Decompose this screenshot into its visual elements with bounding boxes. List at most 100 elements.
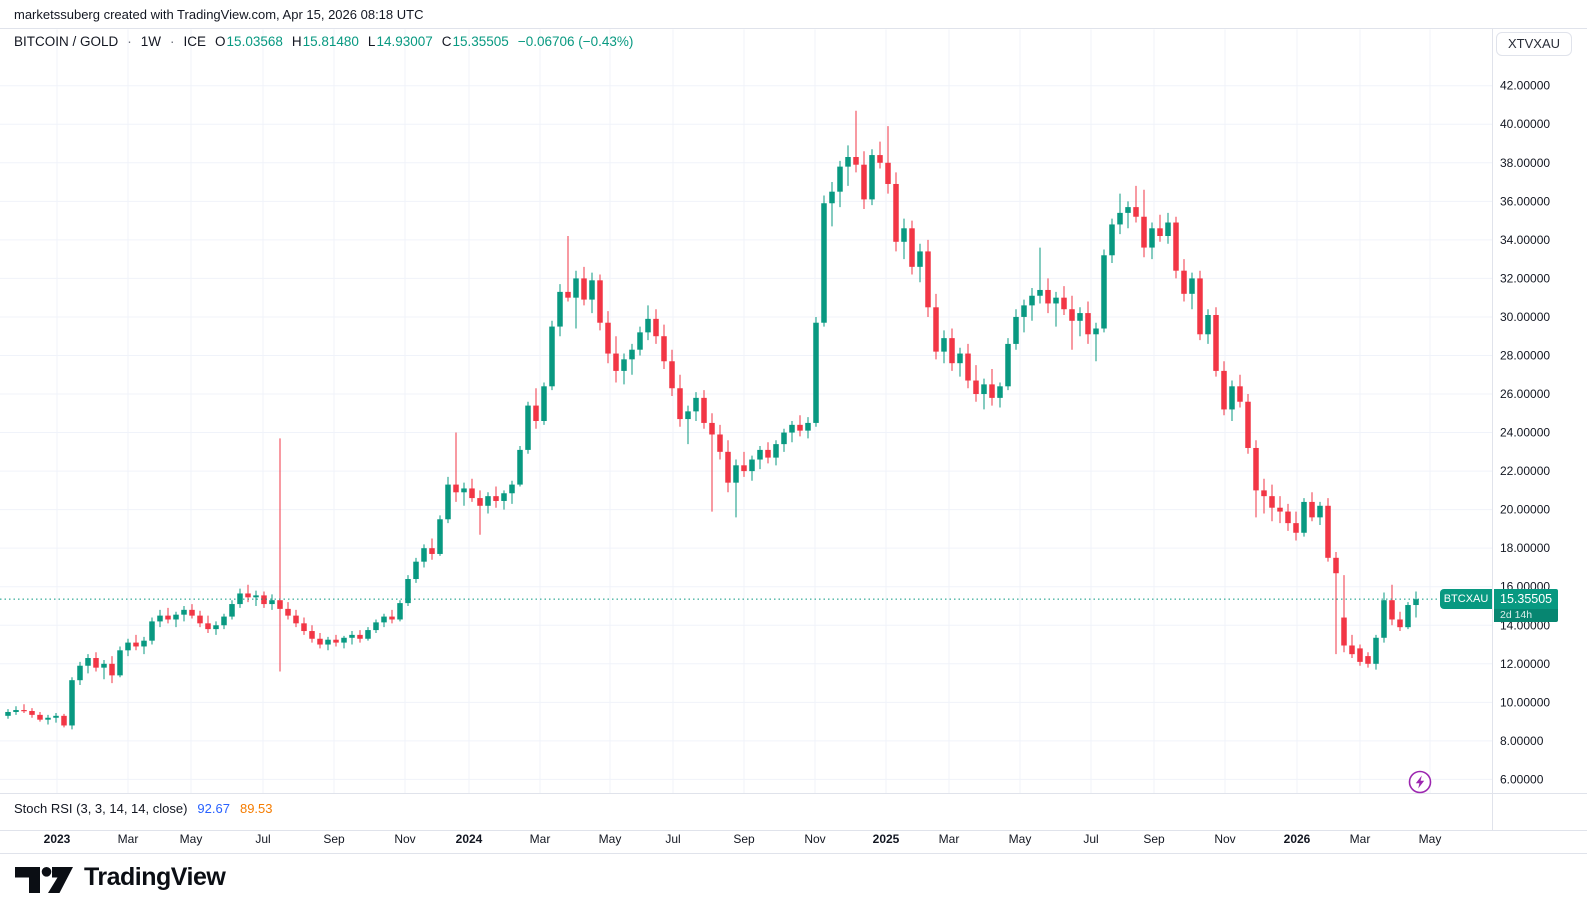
candle-body [725, 451, 731, 483]
candle-body [189, 609, 195, 616]
candle-body [373, 622, 379, 631]
last-price-label: 15.35505 2d 14h [1494, 589, 1558, 622]
time-tick-label: Mar [530, 832, 551, 846]
candle-body [1221, 370, 1227, 410]
candle-body [149, 621, 155, 641]
candle-body [1365, 656, 1371, 664]
candle-body [949, 338, 955, 364]
candle-body [37, 714, 43, 720]
candle-body [661, 336, 667, 362]
time-tick-label: 2025 [873, 832, 900, 846]
candle-body [309, 631, 315, 639]
candle-body [917, 251, 923, 267]
time-tick-label: Mar [939, 832, 960, 846]
candle-body [1381, 600, 1387, 638]
candle-body [613, 353, 619, 371]
candle-body [557, 291, 563, 327]
candle-body [1093, 328, 1099, 335]
indicator-k-value: 92.67 [197, 801, 230, 816]
interval-label[interactable]: 1W [140, 34, 162, 49]
candle-body [789, 424, 795, 433]
candle-body [621, 359, 627, 371]
candle-body [429, 548, 435, 554]
candle-body [589, 280, 595, 300]
separator-dot: · [170, 34, 175, 49]
time-tick-label: Nov [1214, 832, 1235, 846]
candle-body [349, 634, 355, 638]
candle-body [93, 658, 99, 668]
flash-icon[interactable] [1407, 769, 1433, 795]
candle-body [765, 449, 771, 458]
candle-body [421, 548, 427, 562]
time-tick-label: Nov [804, 832, 825, 846]
candle-body [581, 278, 587, 300]
candle-body [925, 251, 931, 308]
time-tick-label: Jul [665, 832, 680, 846]
candle-body [1077, 313, 1083, 321]
candle-body [1317, 505, 1323, 518]
candle-body [885, 162, 891, 184]
candle-body [165, 615, 171, 620]
candle-body [733, 465, 739, 483]
candle-body [365, 630, 371, 639]
candle-body [1053, 297, 1059, 304]
candle-body [61, 715, 67, 726]
candle-body [1277, 507, 1283, 512]
candle-body [837, 166, 843, 192]
candle-body [509, 484, 515, 494]
separator-dot: · [127, 34, 132, 49]
candle-body [469, 488, 475, 499]
candle-body [525, 405, 531, 450]
candle-body [541, 386, 547, 421]
candle-body [245, 593, 251, 598]
candle-body [21, 710, 27, 712]
candle-body [213, 625, 219, 630]
ohlc-open: O 15.03568 [215, 34, 283, 49]
candle-body [1173, 222, 1179, 271]
candle-body [1117, 212, 1123, 225]
candle-body [1397, 619, 1403, 628]
tradingview-logo-icon [15, 867, 73, 893]
symbol-watermark-badge[interactable]: XTVXAU [1496, 32, 1573, 56]
indicator-name[interactable]: Stoch RSI (3, 3, 14, 14, close) [14, 801, 188, 816]
candle-body [1269, 496, 1275, 508]
candle-body [1405, 605, 1411, 628]
candle-body [69, 680, 75, 726]
candle-body [1021, 305, 1027, 317]
candle-body [453, 484, 459, 493]
tradingview-logo-text: TradingView [84, 862, 226, 891]
time-tick-label: Jul [255, 832, 270, 846]
candle-body [501, 493, 507, 501]
candle-body [341, 637, 347, 643]
time-tick-label: May [1419, 832, 1442, 846]
candle-body [85, 658, 91, 666]
candle-body [1189, 278, 1195, 294]
candle-body [1005, 343, 1011, 387]
time-tick-label: May [599, 832, 622, 846]
price-tick-label: 24.00000 [1500, 426, 1550, 440]
candle-body [1341, 617, 1347, 646]
tradingview-logo[interactable]: TradingView [14, 860, 226, 894]
candle-body [909, 228, 915, 267]
candle-body [877, 155, 883, 163]
candle-body [357, 634, 363, 639]
candle-body [741, 465, 747, 472]
symbol-name[interactable]: BITCOIN / GOLD [14, 34, 119, 49]
candle-body [325, 639, 331, 645]
candle-body [445, 484, 451, 520]
candle-body [197, 615, 203, 624]
candle-body [1389, 600, 1395, 620]
candle-body [1085, 313, 1091, 335]
candle-body [757, 449, 763, 460]
candle-body [477, 498, 483, 506]
candle-body [981, 384, 987, 395]
candle-body [1157, 228, 1163, 237]
candle-body [405, 579, 411, 604]
price-tick-label: 12.00000 [1500, 657, 1550, 671]
exchange-label[interactable]: ICE [183, 34, 207, 49]
candle-body [45, 717, 51, 720]
price-change: −0.06706 (−0.43%) [517, 34, 634, 49]
attribution-text: marketssuberg created with TradingView.c… [14, 7, 424, 22]
time-tick-label: 2026 [1284, 832, 1311, 846]
